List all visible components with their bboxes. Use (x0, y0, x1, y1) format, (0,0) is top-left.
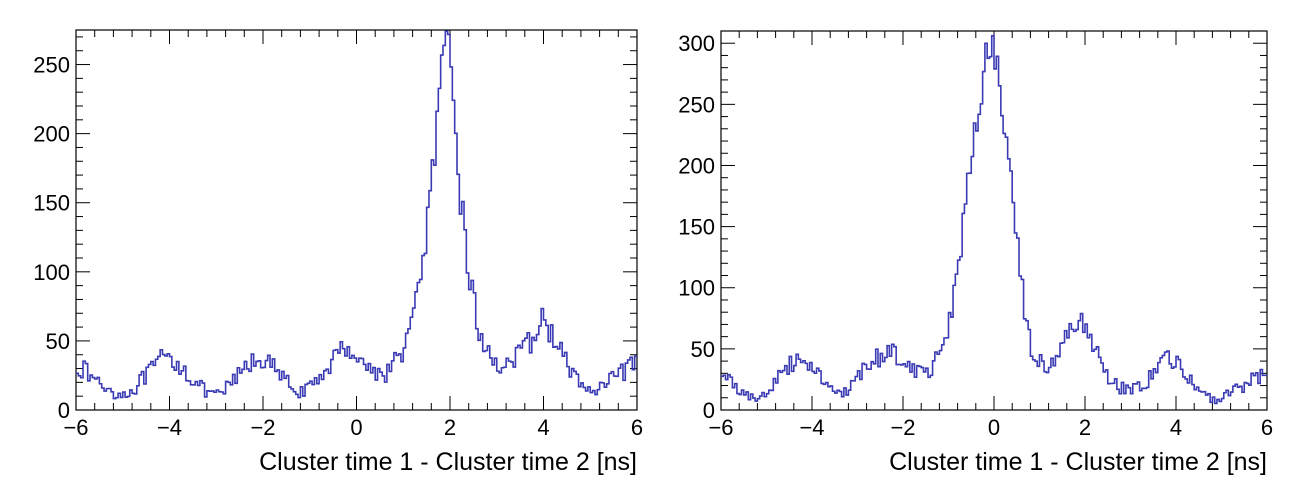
histogram-series (721, 34, 1267, 405)
x-tick-label: 0 (350, 415, 362, 440)
x-tick-label: −2 (250, 415, 275, 440)
y-tick-label: 0 (58, 398, 70, 423)
histogram-right-svg: −6 −4 −2 0 2 4 6 0 50 100 150 200 250 300 Cluster time… (678, 30, 1273, 476)
x-axis-title: Cluster time 1 - Cluster time 2 [ns] (259, 448, 637, 476)
x-tick-label: 6 (1261, 415, 1273, 440)
y-tick-label: 50 (691, 337, 715, 362)
x-axis-title: Cluster time 1 - Cluster time 2 [ns] (889, 448, 1267, 476)
y-tick-label: 250 (678, 92, 715, 117)
x-tick-label: −6 (708, 415, 733, 440)
plot-frame (720, 30, 1268, 411)
histogram-left: −6 −4 −2 0 2 4 6 0 50 100 150 200 250 Cluster time 1 … (33, 29, 643, 476)
y-tick-label: 50 (46, 329, 70, 354)
y-tick-label: 200 (33, 122, 70, 147)
x-tick-label: 2 (1079, 415, 1091, 440)
x-tick-label: 4 (537, 415, 549, 440)
histogram-left-svg: −6 −4 −2 0 2 4 6 0 50 100 150 200 250 Cluster time 1 … (33, 29, 643, 476)
y-tick-label: 250 (33, 53, 70, 78)
x-tick-label: −6 (63, 415, 88, 440)
x-tick-label: −4 (157, 415, 182, 440)
x-tick-label: −2 (890, 415, 915, 440)
x-tick-label: 4 (1170, 415, 1182, 440)
y-tick-label: 100 (678, 276, 715, 301)
y-tick-label: 0 (703, 398, 715, 423)
x-tick-label: 2 (444, 415, 456, 440)
histogram-right: −6 −4 −2 0 2 4 6 0 50 100 150 200 250 300 Cluster time… (651, 0, 1302, 486)
x-tick-label: 6 (631, 415, 643, 440)
x-tick-label: 0 (988, 415, 1000, 440)
y-tick-label: 100 (33, 260, 70, 285)
y-tick-label: 150 (678, 215, 715, 240)
x-tick-label: −4 (799, 415, 824, 440)
y-tick-label: 300 (678, 31, 715, 56)
y-tick-label: 200 (678, 153, 715, 178)
histogram-series (76, 30, 637, 400)
y-tick-label: 150 (33, 191, 70, 216)
